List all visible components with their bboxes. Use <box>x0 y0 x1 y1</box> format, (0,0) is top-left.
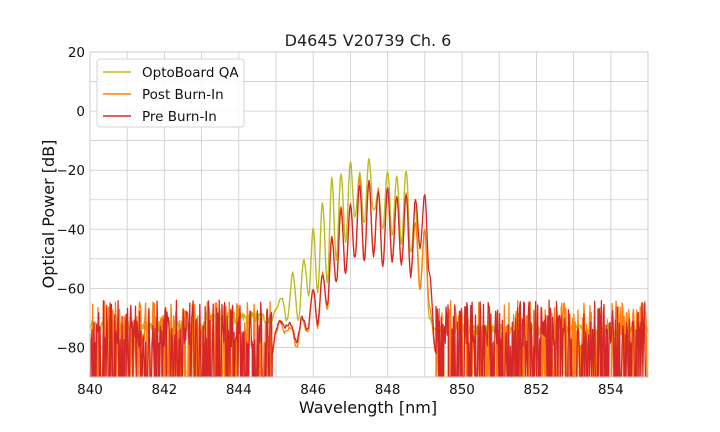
x-tick-label: 854 <box>598 382 624 398</box>
legend-label: Pre Burn-In <box>142 109 217 125</box>
chart-title: D4645 V20739 Ch. 6 <box>285 31 452 50</box>
x-tick-label: 844 <box>226 382 252 398</box>
series-line-pre-burn-in <box>89 179 648 378</box>
x-tick-label: 840 <box>77 382 103 398</box>
y-axis-label: Optical Power [dB] <box>39 140 58 289</box>
legend-label: Post Burn-In <box>142 87 224 103</box>
x-tick-label: 848 <box>375 382 401 398</box>
x-tick-label: 852 <box>524 382 550 398</box>
legend-box <box>96 58 245 128</box>
legend: OptoBoard QA Post Burn-In Pre Burn-In <box>96 58 245 128</box>
legend-label: OptoBoard QA <box>142 65 239 81</box>
y-tick-label: 20 <box>68 45 85 61</box>
y-tick-label: 0 <box>76 104 85 120</box>
tick-labels: 840 842 844 846 848 850 852 854 20 0 −20 −40 −60 −80 <box>57 45 624 398</box>
y-tick-label: −80 <box>57 340 86 356</box>
series-layer <box>89 157 649 378</box>
x-tick-label: 846 <box>300 382 326 398</box>
x-tick-label: 842 <box>152 382 178 398</box>
x-axis-label: Wavelength [nm] <box>299 398 437 417</box>
y-tick-label: −40 <box>57 222 86 238</box>
plot-frame <box>89 51 649 378</box>
y-tick-label: −60 <box>57 281 86 297</box>
x-tick-label: 850 <box>449 382 475 398</box>
y-tick-label: −20 <box>57 163 86 179</box>
